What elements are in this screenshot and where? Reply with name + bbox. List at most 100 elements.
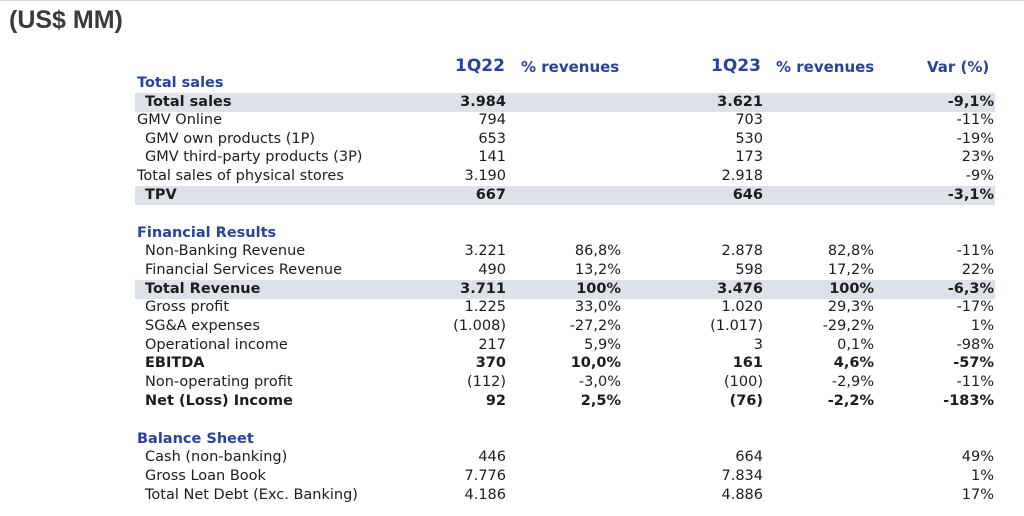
- value-1q22-cell: 3.711: [460, 281, 506, 297]
- value-1q23-cell: 2.918: [721, 168, 763, 184]
- pct-revenues-1q22-cell: 13,2%: [574, 262, 621, 278]
- var-pct-cell: 49%: [961, 449, 994, 465]
- pct-revenues-1q22-cell: -3,0%: [578, 374, 621, 390]
- var-pct-cell: -6,3%: [947, 281, 994, 297]
- var-pct-cell: -9,1%: [947, 94, 994, 110]
- value-1q23-cell: 1.020: [721, 299, 763, 315]
- var-pct-cell: 17%: [961, 487, 994, 503]
- var-pct-cell: -17%: [956, 299, 994, 315]
- pct-revenues-1q23-cell: 29,3%: [827, 299, 874, 315]
- var-pct-cell: -11%: [956, 243, 994, 259]
- pct-revenues-1q22-cell: 33,0%: [574, 299, 621, 315]
- value-1q23-cell: 4.886: [721, 487, 763, 503]
- var-pct-cell: -57%: [953, 355, 994, 371]
- row-label: Balance Sheet: [137, 431, 254, 447]
- pct-revenues-1q23-cell: 17,2%: [827, 262, 874, 278]
- var-pct-cell: 22%: [961, 262, 994, 278]
- table-row: Total sales of physical stores 3.190 2.918…: [0, 167, 1024, 186]
- value-1q23-cell: (76): [729, 393, 763, 409]
- section-header-row: Total sales: [0, 74, 1024, 93]
- value-1q22-cell: (112): [467, 374, 506, 390]
- table-row: EBITDA 370 10,0% 161 4,6% -57%: [0, 354, 1024, 373]
- pct-revenues-1q23-cell: -2,2%: [827, 393, 874, 409]
- var-pct-cell: -98%: [956, 337, 994, 353]
- row-label: Gross profit: [145, 299, 230, 315]
- row-label: Financial Services Revenue: [145, 262, 343, 278]
- var-pct-cell: -183%: [943, 393, 994, 409]
- pct-revenues-1q23-cell: -2,9%: [831, 374, 874, 390]
- value-1q23-cell: 703: [735, 112, 763, 128]
- row-label: Cash (non-banking): [145, 449, 288, 465]
- page-title: (US$ MM): [9, 6, 123, 34]
- table-row: Non-Banking Revenue 3.221 86,8% 2.878 82,8% -…: [0, 242, 1024, 261]
- var-pct-cell: -11%: [956, 374, 994, 390]
- value-1q23-cell: 646: [732, 187, 763, 203]
- value-1q23-cell: (100): [724, 374, 763, 390]
- row-label: EBITDA: [145, 355, 205, 371]
- row-label: Net (Loss) Income: [145, 393, 293, 409]
- column-header-1q22: 1Q22: [455, 56, 505, 76]
- value-1q23-cell: 598: [735, 262, 763, 278]
- value-1q22-cell: (1.008): [453, 318, 506, 334]
- row-label: GMV Online: [137, 112, 223, 128]
- value-1q22-cell: 92: [485, 393, 506, 409]
- var-pct-cell: -11%: [956, 112, 994, 128]
- pct-revenues-1q22-cell: 2,5%: [580, 393, 621, 409]
- value-1q22-cell: 490: [478, 262, 506, 278]
- var-pct-cell: 1%: [970, 318, 994, 334]
- table-row: GMV own products (1P) 653 530 -19%: [0, 130, 1024, 149]
- value-1q23-cell: 3: [753, 337, 763, 353]
- table-row: Non-operating profit (112) -3,0% (100) -2,9%…: [0, 373, 1024, 392]
- value-1q22-cell: 370: [475, 355, 506, 371]
- pct-revenues-1q22-cell: -27,2%: [569, 318, 621, 334]
- row-label: SG&A expenses: [145, 318, 260, 334]
- row-label: Total Net Debt (Exc. Banking): [145, 487, 358, 503]
- row-label: Financial Results: [137, 225, 277, 241]
- value-1q23-cell: 664: [735, 449, 763, 465]
- var-pct-cell: -9%: [965, 168, 994, 184]
- value-1q22-cell: 4.186: [464, 487, 506, 503]
- value-1q23-cell: 3.476: [717, 281, 763, 297]
- table-row: Financial Services Revenue 490 13,2% 598 17,…: [0, 261, 1024, 280]
- column-header-var: Var (%): [927, 58, 990, 76]
- value-1q23-cell: 173: [735, 149, 763, 165]
- value-1q22-cell: 3.221: [464, 243, 506, 259]
- row-label: Total sales: [137, 75, 224, 91]
- table-row: GMV third-party products (3P) 141 173 23%: [0, 148, 1024, 167]
- column-header-pct-revenues-1q23: % revenues: [776, 58, 875, 76]
- pct-revenues-1q23-cell: -29,2%: [822, 318, 874, 334]
- table-row: Total sales 3.984 3.621 -9,1%: [0, 93, 1024, 112]
- pct-revenues-1q22-cell: 5,9%: [584, 337, 621, 353]
- value-1q23-cell: 2.878: [721, 243, 763, 259]
- pct-revenues-1q23-cell: 82,8%: [827, 243, 874, 259]
- value-1q22-cell: 1.225: [464, 299, 506, 315]
- value-1q23-cell: 161: [732, 355, 763, 371]
- row-label: Total Revenue: [145, 281, 261, 297]
- value-1q22-cell: 653: [478, 131, 506, 147]
- row-label: Non-Banking Revenue: [145, 243, 306, 259]
- row-label: Non-operating profit: [145, 374, 293, 390]
- row-label: TPV: [145, 187, 177, 203]
- pct-revenues-1q23-cell: 0,1%: [837, 337, 874, 353]
- row-label: Operational income: [145, 337, 288, 353]
- row-label: GMV own products (1P): [145, 131, 316, 147]
- section-header-row: Balance Sheet: [0, 430, 1024, 449]
- table-row: SG&A expenses (1.008) -27,2% (1.017) -29,2% 1…: [0, 317, 1024, 336]
- value-1q22-cell: 794: [478, 112, 506, 128]
- row-label: Total sales of physical stores: [137, 168, 344, 184]
- value-1q23-cell: 3.621: [717, 94, 763, 110]
- value-1q23-cell: 7.834: [721, 468, 763, 484]
- value-1q23-cell: 530: [735, 131, 763, 147]
- top-divider: [0, 0, 1024, 1]
- row-label: Gross Loan Book: [145, 468, 266, 484]
- table-row: Gross Loan Book 7.776 7.834 1%: [0, 467, 1024, 486]
- table-row: Net (Loss) Income 92 2,5% (76) -2,2% -183%: [0, 392, 1024, 411]
- table-row: Operational income 217 5,9% 3 0,1% -98%: [0, 336, 1024, 355]
- pct-revenues-1q22-cell: 100%: [576, 281, 621, 297]
- var-pct-cell: -19%: [956, 131, 994, 147]
- pct-revenues-1q23-cell: 4,6%: [833, 355, 874, 371]
- value-1q23-cell: (1.017): [710, 318, 763, 334]
- table-row: GMV Online 794 703 -11%: [0, 111, 1024, 130]
- value-1q22-cell: 141: [478, 149, 506, 165]
- table-row: Cash (non-banking) 446 664 49%: [0, 448, 1024, 467]
